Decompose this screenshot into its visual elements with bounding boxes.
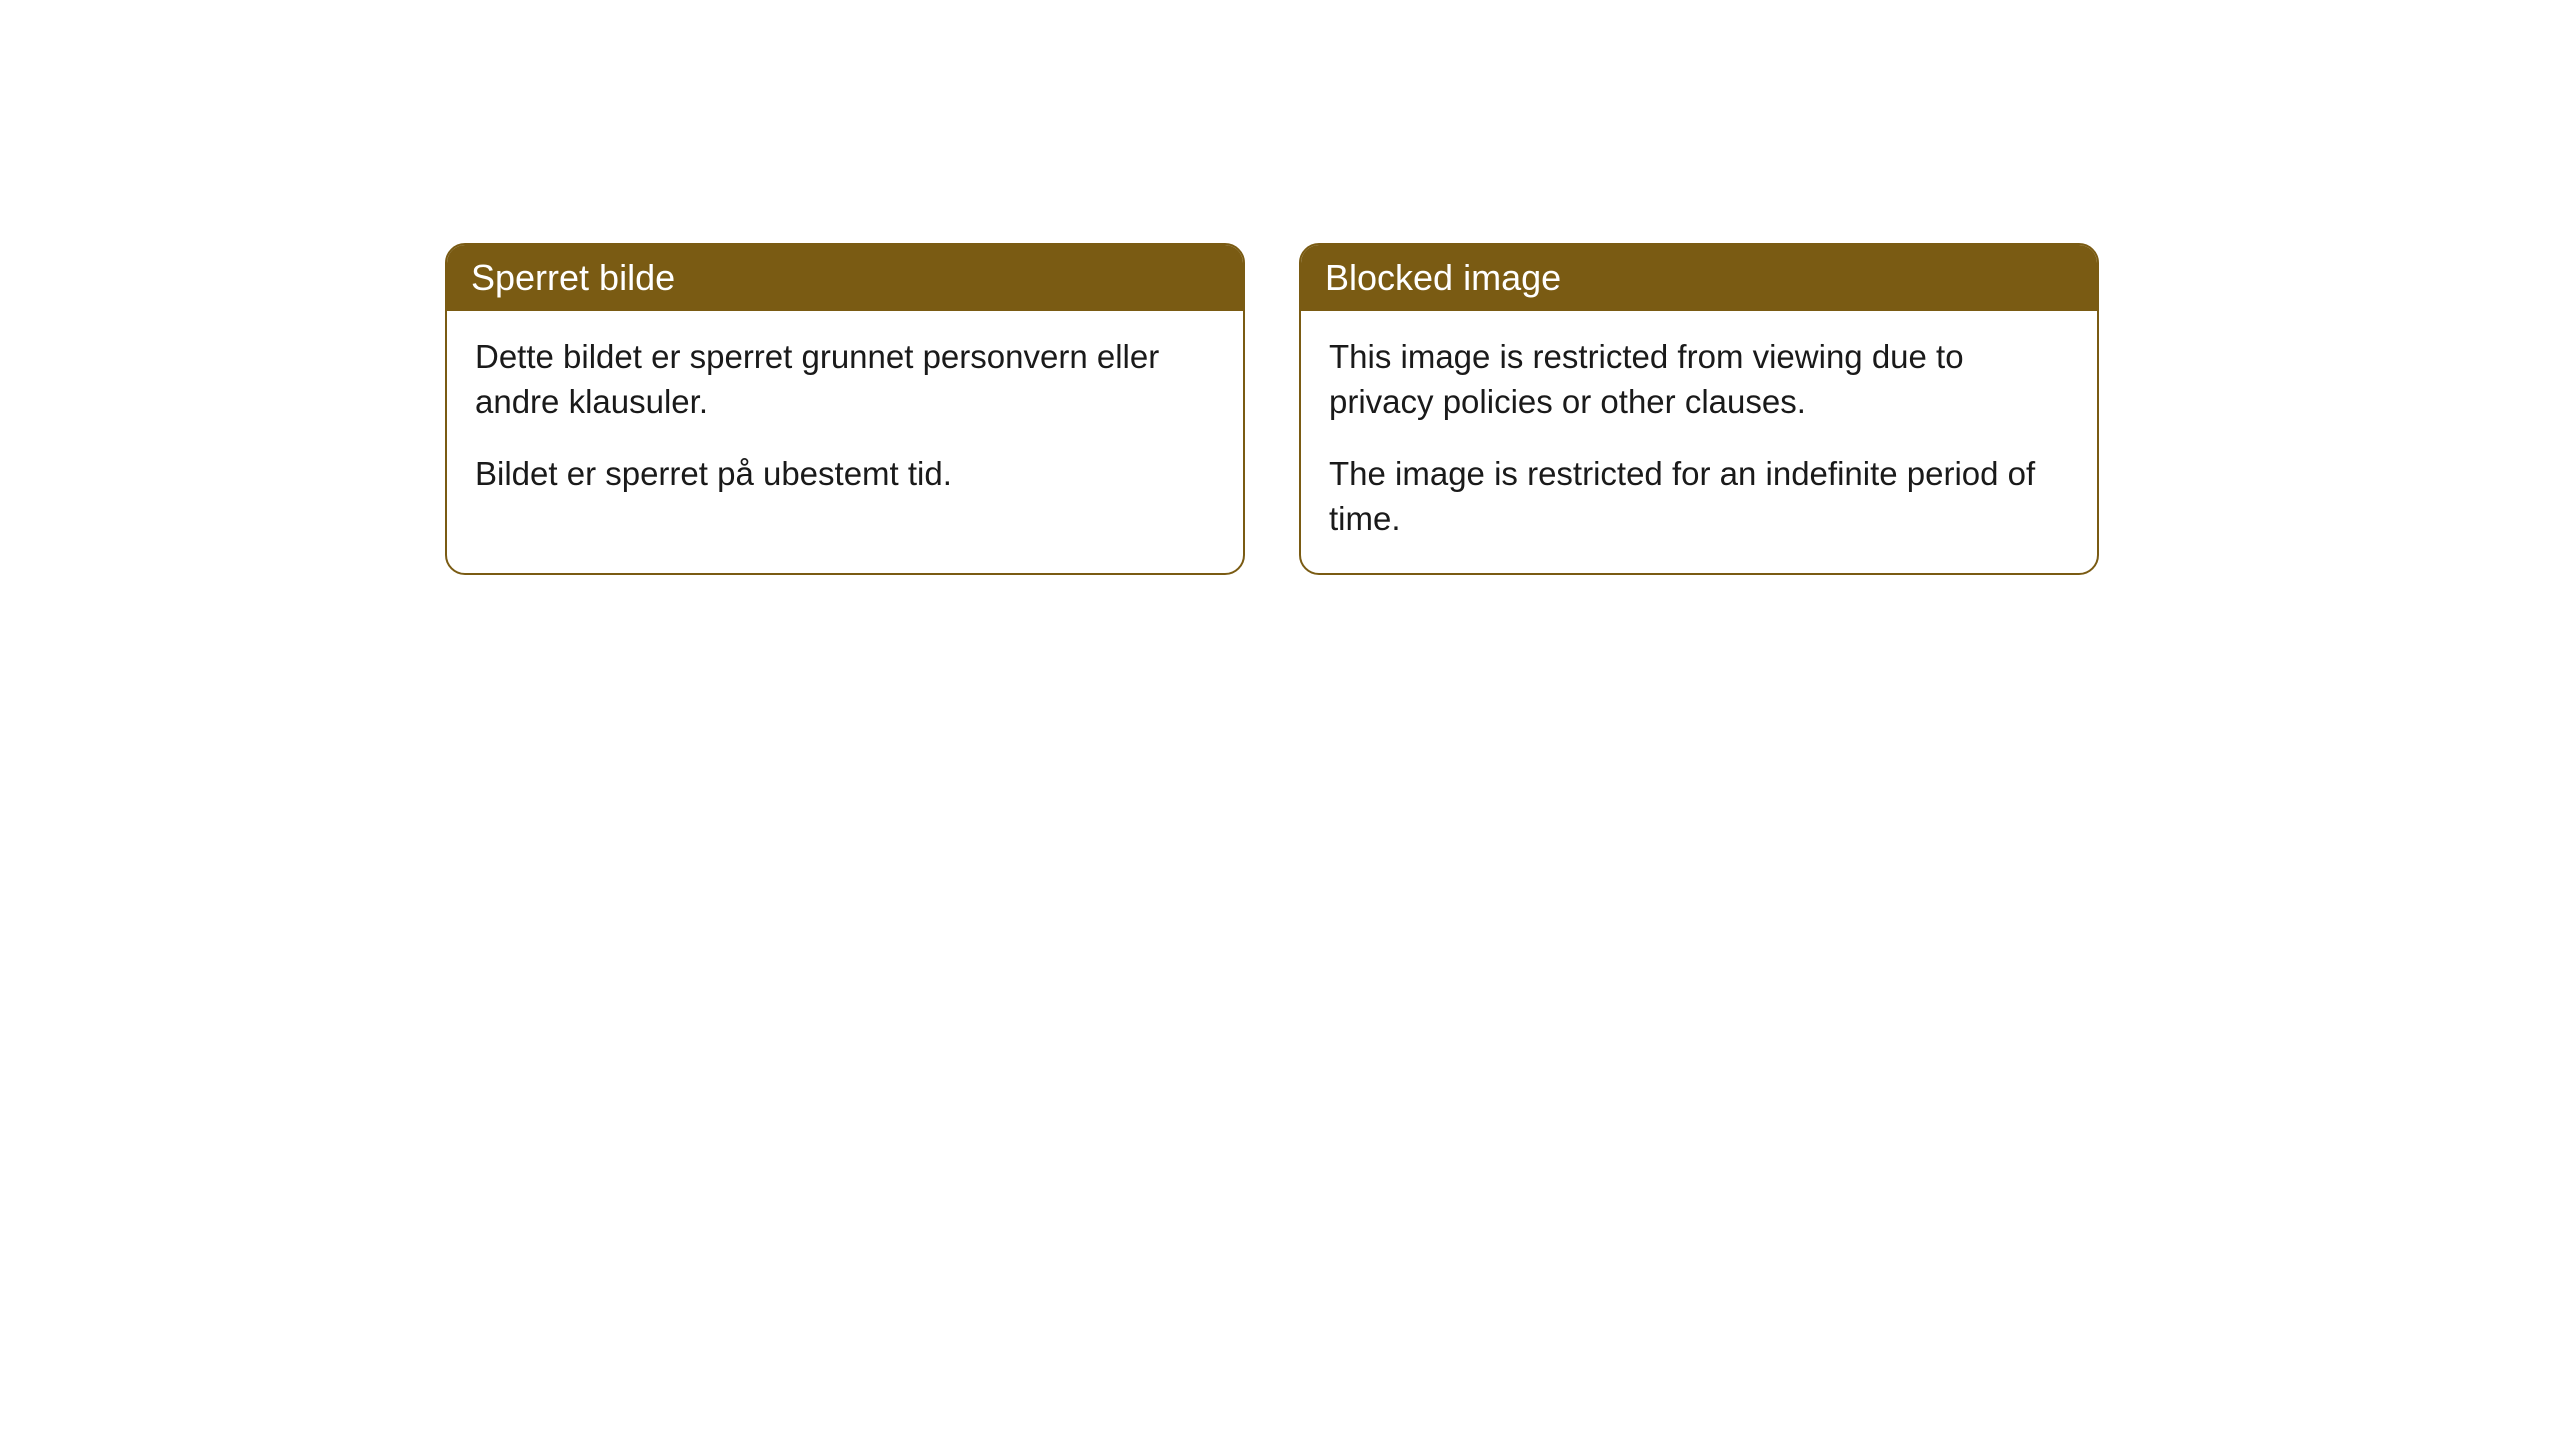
card-norwegian: Sperret bilde Dette bildet er sperret gr… bbox=[445, 243, 1245, 575]
card-paragraph: The image is restricted for an indefinit… bbox=[1329, 452, 2069, 541]
card-title: Blocked image bbox=[1325, 257, 1561, 298]
card-body-norwegian: Dette bildet er sperret grunnet personve… bbox=[447, 311, 1243, 529]
card-paragraph: Dette bildet er sperret grunnet personve… bbox=[475, 335, 1215, 424]
card-english: Blocked image This image is restricted f… bbox=[1299, 243, 2099, 575]
cards-container: Sperret bilde Dette bildet er sperret gr… bbox=[445, 243, 2099, 575]
card-header-norwegian: Sperret bilde bbox=[447, 245, 1243, 311]
card-paragraph: Bildet er sperret på ubestemt tid. bbox=[475, 452, 1215, 497]
card-title: Sperret bilde bbox=[471, 257, 675, 298]
card-body-english: This image is restricted from viewing du… bbox=[1301, 311, 2097, 573]
card-paragraph: This image is restricted from viewing du… bbox=[1329, 335, 2069, 424]
card-header-english: Blocked image bbox=[1301, 245, 2097, 311]
